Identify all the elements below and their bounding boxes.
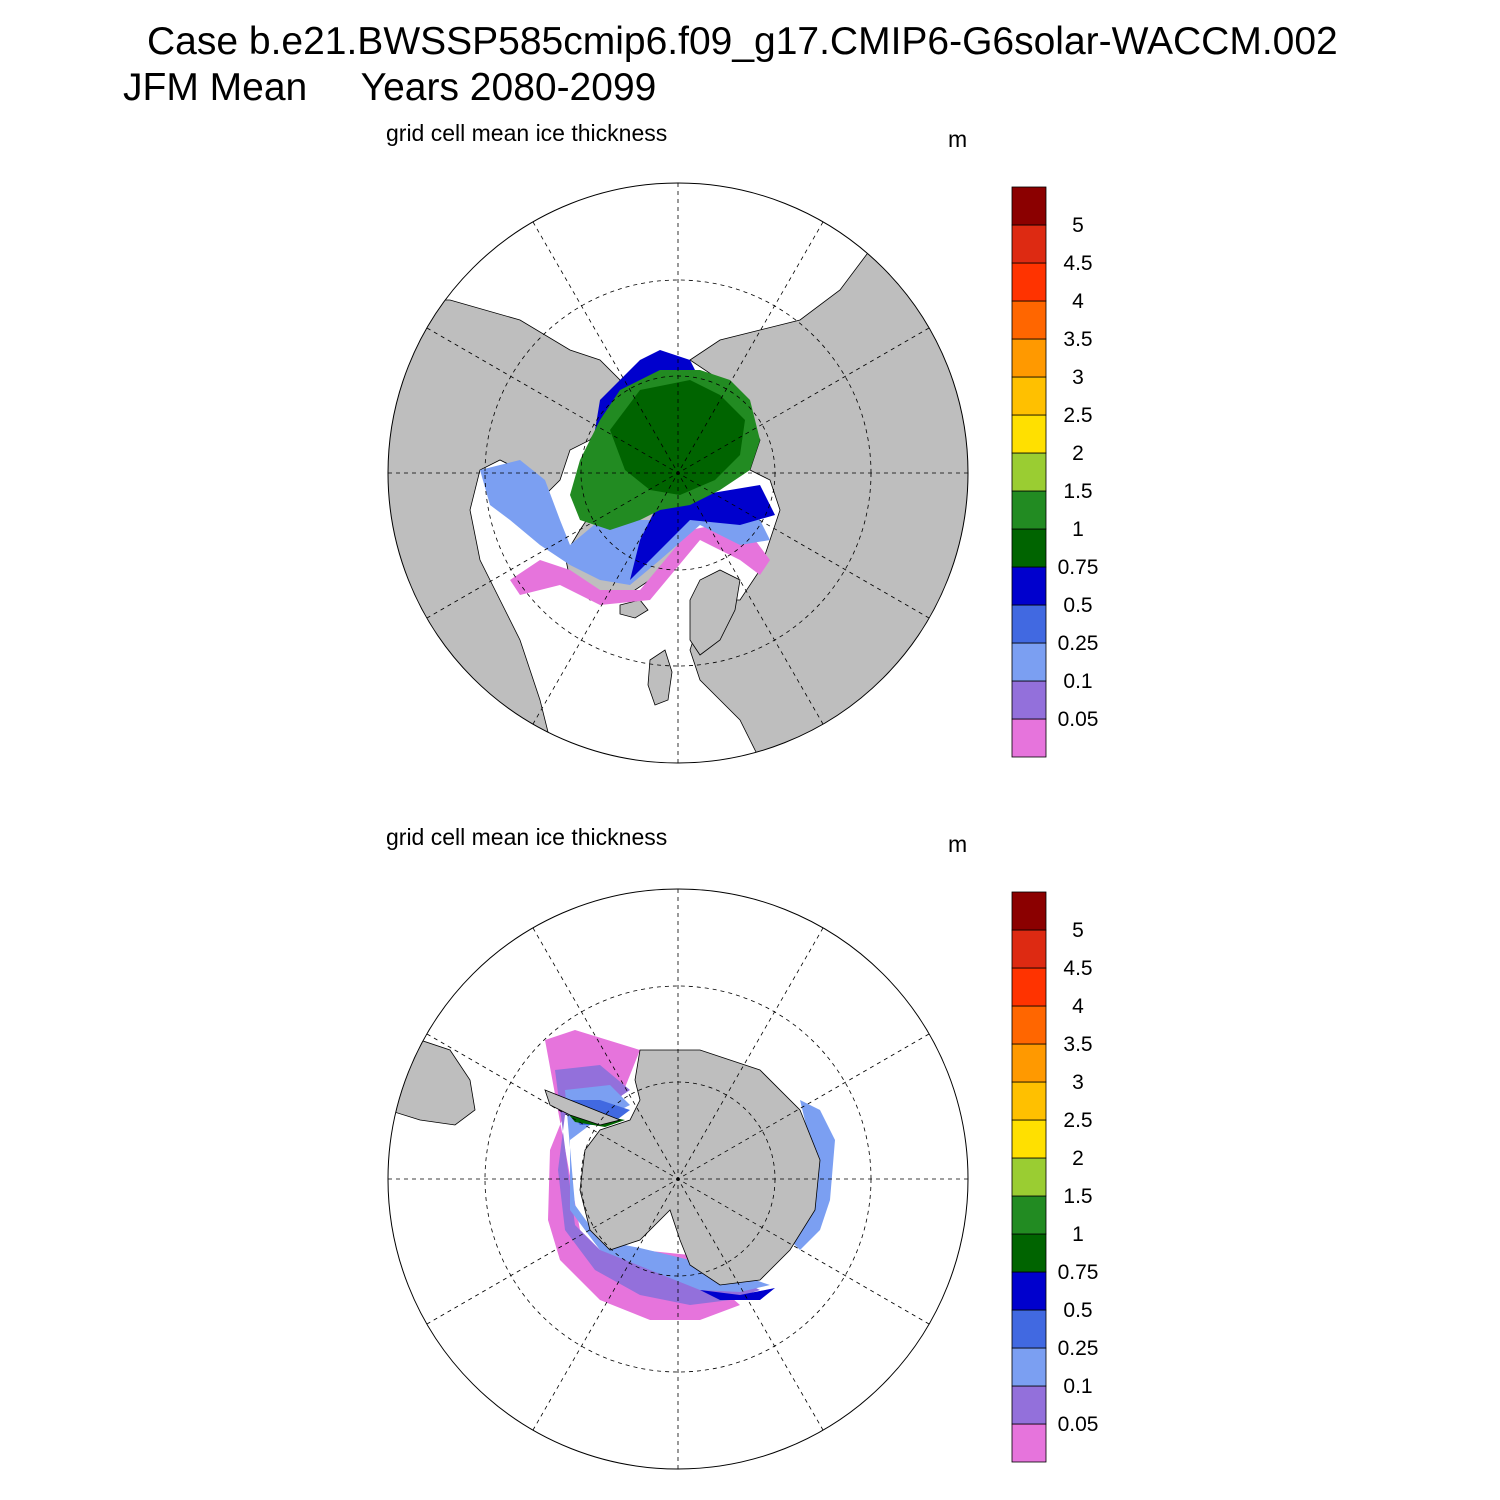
colorbar-swatch: [1011, 376, 1047, 416]
colorbar-tick-label: 4: [1072, 290, 1084, 313]
arctic-map: [387, 182, 969, 764]
colorbar-swatch: [1011, 338, 1047, 378]
south-colorbar: 0.05 0.1 0.25 0.5 0.75 1 1.5 2 2.5 3 3.5 4 4.5 5: [1011, 891, 1099, 1463]
colorbar-tick-label: 4.5: [1063, 252, 1092, 275]
arctic-map-border: [387, 182, 969, 764]
colorbar-swatch: [1011, 490, 1047, 530]
colorbar-swatch: [1011, 967, 1047, 1007]
south-panel-subtitle: grid cell mean ice thickness: [386, 824, 668, 850]
colorbar-tick-label: 0.5: [1063, 594, 1092, 617]
figure-title-line1: Case b.e21.BWSSP585cmip6.f09_g17.CMIP6-G…: [147, 20, 1338, 63]
colorbar-swatch: [1011, 452, 1047, 492]
colorbar-swatch: [1011, 929, 1047, 969]
colorbar-swatch: [1011, 300, 1047, 340]
colorbar-swatch: [1011, 1347, 1047, 1387]
colorbar-tick-label: 1.5: [1063, 480, 1092, 503]
colorbar-swatch: [1011, 1385, 1047, 1425]
north-panel-subtitle: grid cell mean ice thickness: [386, 120, 668, 146]
colorbar-swatch: [1011, 566, 1047, 606]
south-panel-units: m: [948, 831, 968, 857]
arctic-land-britain: [647, 649, 673, 706]
colorbar-tick-label: 0.25: [1058, 1337, 1099, 1360]
colorbar-tick-label: 0.25: [1058, 632, 1099, 655]
colorbar-tick-label: 0.1: [1063, 670, 1092, 693]
colorbar-tick-label: 1: [1072, 1223, 1084, 1246]
antarctic-ice-ross-blue: [700, 1288, 775, 1300]
colorbar-tick-label: 4: [1072, 995, 1084, 1018]
colorbar-swatch: [1011, 1271, 1047, 1311]
colorbar-swatch: [1011, 642, 1047, 682]
antarctic-graticule: [388, 889, 968, 1469]
arctic-land-scandinavia: [689, 569, 741, 656]
colorbar-tick-label: 0.75: [1058, 556, 1099, 579]
colorbar-tick-label: 3: [1072, 366, 1084, 389]
north-panel-units: m: [948, 126, 968, 152]
arctic-graticule: [388, 183, 968, 763]
colorbar-swatch: [1011, 1309, 1047, 1349]
colorbar-swatch: [1011, 224, 1047, 264]
colorbar-swatch: [1011, 528, 1047, 568]
colorbar-tick-label: 1: [1072, 518, 1084, 541]
north-colorbar: 0.05 0.1 0.25 0.5 0.75 1 1.5 2 2.5 3 3.5 4 4.5 5: [1011, 186, 1099, 758]
colorbar-tick-label: 0.5: [1063, 1299, 1092, 1322]
colorbar-tick-label: 5: [1072, 919, 1084, 942]
colorbar-swatch: [1011, 1005, 1047, 1045]
colorbar-tick-label: 5: [1072, 214, 1084, 237]
colorbar-tick-label: 2.5: [1063, 1109, 1092, 1132]
colorbar-swatch: [1011, 1423, 1047, 1463]
colorbar-swatch: [1011, 718, 1047, 758]
colorbar-tick-label: 3.5: [1063, 1033, 1092, 1056]
colorbar-tick-label: 0.75: [1058, 1261, 1099, 1284]
colorbar-swatch: [1011, 1233, 1047, 1273]
colorbar-tick-label: 4.5: [1063, 957, 1092, 980]
colorbar-swatch: [1011, 891, 1047, 931]
colorbar-swatch: [1011, 1119, 1047, 1159]
arctic-ice-margin-pink: [510, 520, 770, 605]
colorbar-tick-label: 2: [1072, 1147, 1084, 1170]
antarctic-map-border: [387, 888, 969, 1470]
figure-title-line2: JFM Mean Years 2080-2099: [123, 66, 657, 109]
colorbar-tick-label: 0.05: [1058, 1413, 1099, 1436]
antarctic-map: [387, 888, 969, 1470]
colorbar-swatch: [1011, 414, 1047, 454]
colorbar-tick-label: 0.1: [1063, 1375, 1092, 1398]
colorbar-tick-label: 3: [1072, 1071, 1084, 1094]
colorbar-tick-label: 1.5: [1063, 1185, 1092, 1208]
colorbar-tick-label: 3.5: [1063, 328, 1092, 351]
colorbar-swatch: [1011, 262, 1047, 302]
arctic-ice-core-darkgreen: [610, 380, 745, 495]
colorbar-tick-label: 0.05: [1058, 708, 1099, 731]
colorbar-tick-label: 2: [1072, 442, 1084, 465]
colorbar-swatch: [1011, 1157, 1047, 1197]
colorbar-swatch: [1011, 1081, 1047, 1121]
colorbar-tick-label: 2.5: [1063, 404, 1092, 427]
colorbar-swatch: [1011, 680, 1047, 720]
colorbar-swatch: [1011, 1195, 1047, 1235]
colorbar-swatch: [1011, 1043, 1047, 1083]
colorbar-swatch: [1011, 186, 1047, 226]
colorbar-swatch: [1011, 604, 1047, 644]
